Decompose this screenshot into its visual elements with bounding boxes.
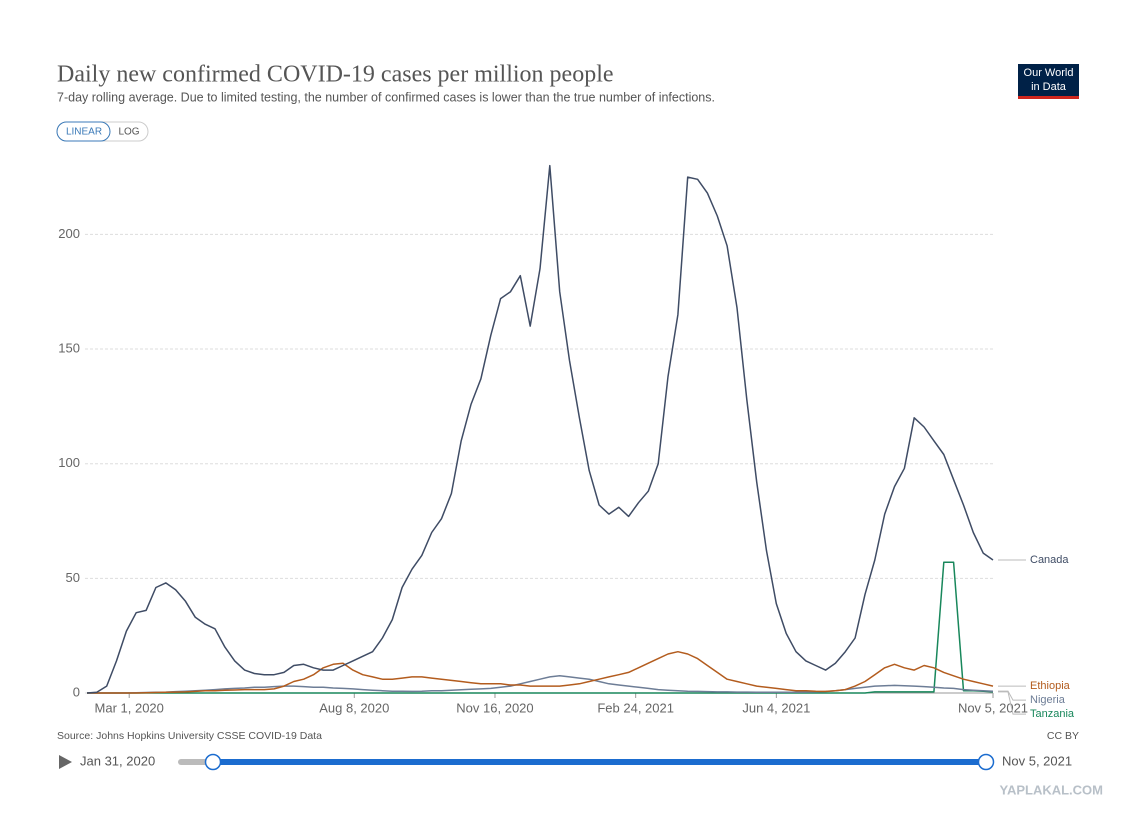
log-label[interactable]: LOG (118, 127, 139, 138)
slider-range (213, 759, 986, 765)
y-tick-label: 50 (66, 570, 80, 585)
series-line (86, 164, 994, 694)
label-connector (998, 691, 1026, 715)
y-tick-label: 100 (58, 455, 80, 470)
slider-handle[interactable] (204, 753, 222, 771)
logo-underline (1018, 96, 1079, 99)
y-tick-label: 0 (73, 684, 80, 699)
series-label: Canada (1030, 554, 1069, 566)
chart-subtitle: 7-day rolling average. Due to limited te… (57, 90, 715, 104)
series-label: Tanzania (1030, 708, 1075, 720)
source: Source: Johns Hopkins University CSSE CO… (57, 730, 322, 742)
logo-line: Our World (1024, 67, 1074, 79)
y-tick-label: 150 (58, 340, 80, 355)
slider-handle[interactable] (977, 753, 995, 771)
linear-label[interactable]: LINEAR (66, 127, 102, 138)
logo-box[interactable] (1018, 64, 1079, 96)
x-tick-label: Jun 4, 2021 (742, 700, 810, 715)
label-connector (998, 690, 1026, 701)
series-label: Ethiopia (1030, 680, 1071, 692)
series-label: Nigeria (1030, 694, 1066, 706)
series-line (87, 561, 994, 694)
series-line (87, 650, 994, 694)
y-tick-label: 200 (58, 226, 80, 241)
time-start: Jan 31, 2020 (80, 753, 155, 768)
x-tick-label: Aug 8, 2020 (319, 700, 389, 715)
x-tick-label: Feb 24, 2021 (597, 700, 674, 715)
chart-title: Daily new confirmed COVID-19 cases per m… (57, 62, 614, 88)
play-button[interactable] (59, 755, 72, 769)
logo-line: in Data (1031, 81, 1067, 93)
x-tick-label: Nov 5, 2021 (958, 700, 1028, 715)
watermark: YAPLAKAL.COM (999, 782, 1103, 797)
time-end: Nov 5, 2021 (1002, 753, 1072, 768)
x-tick-label: Nov 16, 2020 (456, 700, 533, 715)
license: CC BY (1047, 730, 1079, 742)
x-tick-label: Mar 1, 2020 (95, 700, 164, 715)
linear-button[interactable] (56, 121, 111, 142)
